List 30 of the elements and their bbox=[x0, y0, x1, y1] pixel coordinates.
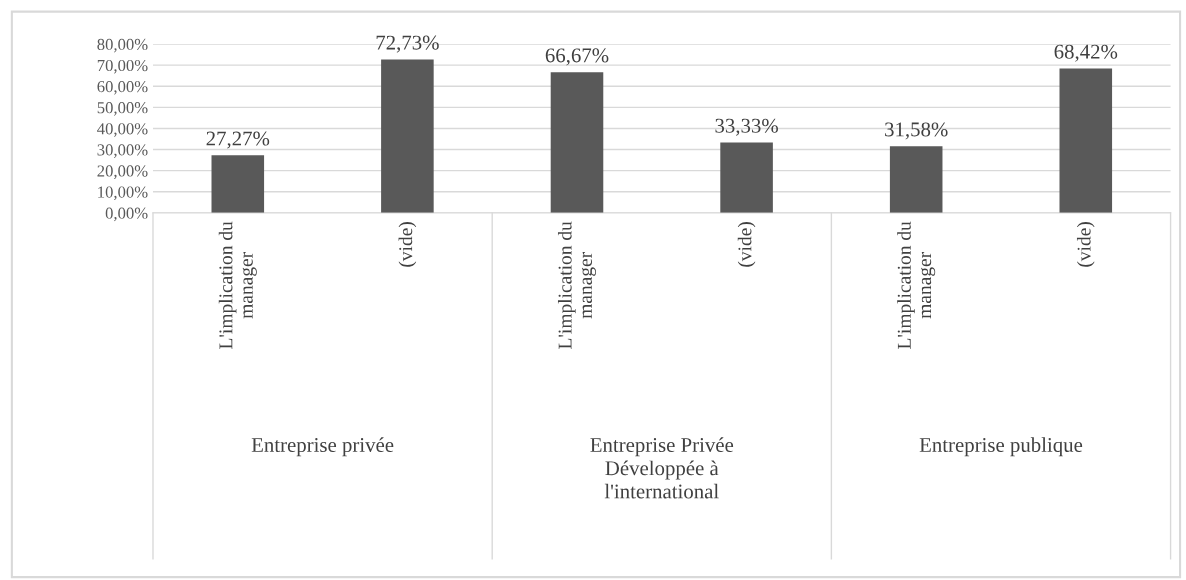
text: Entreprise publique bbox=[919, 437, 1083, 457]
y-tick-label: 0,00% bbox=[105, 207, 148, 222]
text: Entreprise privée bbox=[251, 437, 394, 457]
data-label: 68,42% bbox=[1054, 44, 1118, 62]
data-label: 33,33% bbox=[715, 118, 778, 136]
x-tick-label: (vide) bbox=[1076, 222, 1095, 267]
y-tick-label: 20,00% bbox=[97, 165, 148, 180]
data-label: 31,58% bbox=[885, 122, 948, 140]
x-tick-label: (vide) bbox=[398, 222, 417, 267]
data-label: 72,73% bbox=[376, 35, 439, 53]
bar bbox=[211, 155, 265, 213]
y-tick-label: 30,00% bbox=[97, 144, 148, 158]
x-tick-label: L'implication du manager bbox=[218, 221, 257, 349]
y-tick-label: 70,00% bbox=[97, 59, 148, 74]
x-tick-label: L'implication du manager bbox=[897, 221, 936, 349]
y-tick-label: 50,00% bbox=[97, 102, 148, 116]
bar bbox=[1059, 68, 1113, 213]
x-tick-label: (vide) bbox=[737, 222, 756, 267]
bar bbox=[381, 59, 434, 213]
y-tick-label: 60,00% bbox=[97, 80, 148, 95]
x-tick-label: L'implication du manager bbox=[557, 221, 596, 349]
bar bbox=[889, 146, 943, 213]
y-tick-label: 40,00% bbox=[97, 123, 148, 137]
text: Entreprise Privée Développée à l'international bbox=[590, 437, 734, 499]
y-tick-label: 10,00% bbox=[98, 186, 148, 201]
bar bbox=[550, 72, 604, 213]
bar bbox=[720, 142, 773, 213]
y-tick-label: 80,00% bbox=[97, 38, 148, 53]
data-label: 66,67% bbox=[545, 48, 609, 66]
data-label: 27,27% bbox=[206, 131, 270, 149]
